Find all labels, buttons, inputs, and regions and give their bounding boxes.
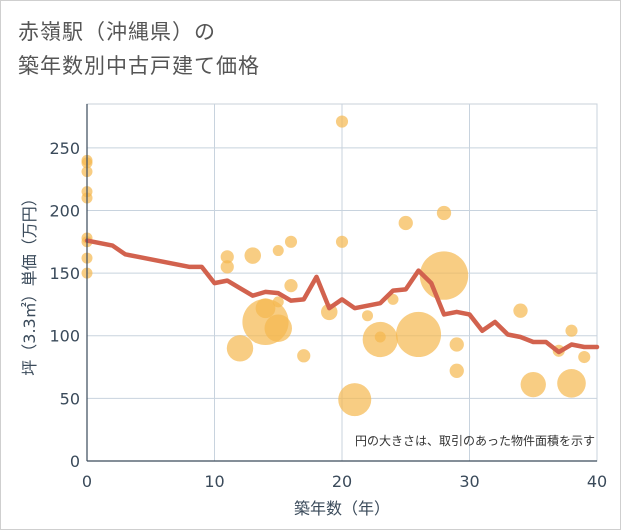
x-tick-label: 0 bbox=[82, 472, 92, 491]
bubble-point bbox=[335, 235, 349, 248]
trend-line-group bbox=[84, 238, 600, 355]
y-tick-label: 250 bbox=[49, 139, 80, 158]
y-tick-label: 150 bbox=[49, 264, 80, 283]
bubble-point bbox=[264, 314, 292, 342]
bubble-point bbox=[284, 279, 298, 293]
bubble-point bbox=[557, 369, 586, 398]
bubble-point bbox=[362, 310, 373, 322]
size-legend-note: 円の大きさは、取引のあった物件面積を示す bbox=[355, 433, 595, 448]
average-price-trend-line bbox=[84, 238, 600, 355]
x-tick-label: 40 bbox=[587, 472, 607, 491]
y-axis-label: 坪（3.3㎡）単価（万円） bbox=[20, 190, 39, 375]
y-tick-label: 200 bbox=[49, 201, 80, 220]
bubble-point bbox=[244, 247, 261, 264]
bubble-point bbox=[578, 350, 591, 364]
axes: 0 10 20 30 40 0 50 100 150 200 250 bbox=[49, 104, 607, 491]
bubble-point bbox=[449, 363, 464, 378]
bubble-point bbox=[272, 296, 284, 308]
bubble-point bbox=[520, 371, 546, 398]
x-tick-label: 10 bbox=[204, 472, 224, 491]
bubble-point bbox=[255, 298, 276, 319]
bubble-point bbox=[297, 349, 311, 363]
bubble-point bbox=[436, 205, 452, 221]
bubble-point bbox=[398, 215, 413, 231]
x-axis-label: 築年数（年） bbox=[294, 499, 390, 518]
chart-title-line-1: 赤嶺駅（沖縄県）の bbox=[18, 20, 216, 44]
bubble-point bbox=[565, 324, 578, 337]
y-tick-label: 50 bbox=[60, 389, 80, 408]
x-tick-label: 30 bbox=[459, 472, 479, 491]
bubble-point bbox=[395, 311, 442, 358]
bubble-point bbox=[226, 335, 254, 362]
y-tick-label: 100 bbox=[49, 327, 80, 346]
x-tick-label: 20 bbox=[332, 472, 352, 491]
chart-title: 赤嶺駅（沖縄県）の 築年数別中古戸建て価格 bbox=[18, 15, 260, 83]
bubble-point bbox=[419, 251, 469, 300]
bubble-point bbox=[449, 337, 464, 352]
bubble-point bbox=[374, 331, 386, 343]
bubble-point bbox=[513, 303, 528, 318]
bubble-point bbox=[387, 293, 399, 305]
bubble-point bbox=[220, 250, 234, 264]
bubble-point bbox=[220, 260, 234, 274]
bubble-point bbox=[272, 245, 284, 257]
y-tick-label: 0 bbox=[70, 452, 80, 471]
bubble-point bbox=[284, 235, 298, 248]
bubble-point bbox=[338, 383, 372, 417]
chart-title-line-2: 築年数別中古戸建て価格 bbox=[18, 54, 260, 78]
bubble-point bbox=[335, 115, 349, 128]
